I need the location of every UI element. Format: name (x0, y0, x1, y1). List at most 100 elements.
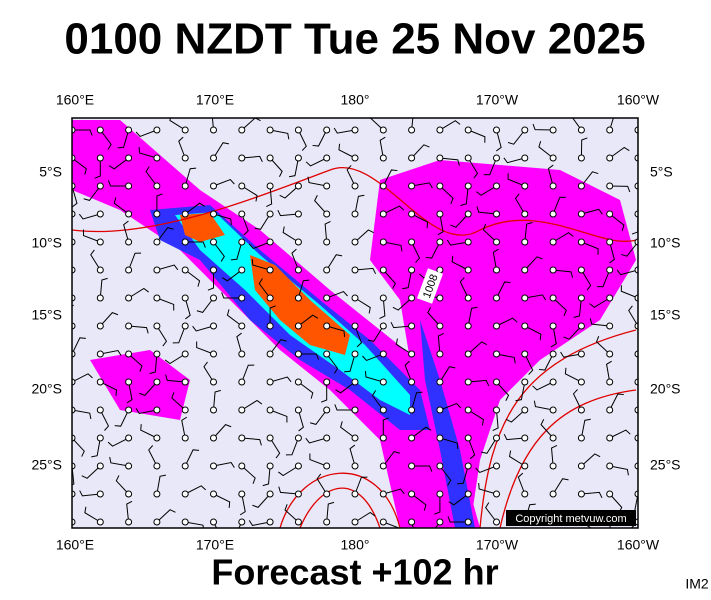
wind-barb (309, 453, 327, 467)
wind-barb (367, 325, 384, 342)
wind-barb (284, 504, 299, 523)
wind-barb (411, 118, 414, 131)
station (238, 490, 246, 498)
station (606, 210, 614, 218)
wind-barb (241, 399, 263, 411)
wind-barb (241, 364, 255, 383)
wind-barb (213, 493, 231, 508)
station (96, 294, 104, 302)
station (294, 126, 302, 134)
lon-label: 160°W (617, 92, 660, 108)
wind-barb (123, 220, 130, 243)
wind-barb (609, 213, 625, 231)
wind-barb (269, 376, 292, 383)
wind-barb (364, 371, 384, 383)
wind-barb (382, 169, 398, 187)
wind-barb (637, 438, 638, 439)
station (577, 294, 585, 302)
wind-barb (326, 254, 343, 271)
station (96, 182, 104, 190)
station (238, 210, 246, 218)
station (493, 182, 500, 190)
wind-barb (72, 373, 93, 383)
wind-barb (241, 437, 262, 446)
wind-barb (165, 374, 186, 383)
wind-barb (459, 277, 469, 299)
wind-barb (482, 223, 497, 243)
wind-barb (278, 465, 299, 477)
wind-barb (307, 176, 327, 187)
station (577, 462, 585, 470)
wind-barb (266, 185, 273, 208)
wind-barb (107, 437, 129, 447)
station (323, 518, 331, 526)
station (577, 434, 585, 442)
precip-core (420, 320, 475, 528)
station (577, 322, 585, 330)
station (125, 490, 133, 498)
wind-barb (354, 325, 363, 348)
wind-barb (382, 417, 390, 438)
station (210, 266, 217, 274)
station (294, 350, 302, 358)
wind-barb (616, 269, 638, 276)
station (379, 294, 387, 302)
station (266, 518, 274, 526)
station (266, 238, 274, 246)
wind-barb (478, 483, 497, 495)
wind-barb (185, 241, 206, 248)
wind-barb (269, 305, 276, 326)
wind-barb (620, 285, 638, 299)
station (351, 182, 359, 190)
station (464, 182, 472, 190)
station (323, 154, 331, 162)
station (323, 182, 331, 190)
station (323, 490, 331, 498)
wind-barb (538, 353, 554, 371)
station (493, 266, 500, 274)
lat-label: 20°S (650, 381, 681, 397)
station (294, 210, 302, 218)
wind-barb (181, 416, 188, 439)
wind-barb (156, 474, 167, 495)
wind-barb (335, 381, 356, 394)
wind-barb (156, 227, 174, 243)
wind-barb (589, 297, 610, 308)
lon-label: 160°E (56, 92, 94, 108)
wind-barb (184, 167, 197, 187)
station (238, 126, 246, 134)
wind-barb (524, 325, 542, 341)
wind-barb (560, 351, 582, 358)
station (549, 350, 557, 358)
station (294, 406, 302, 414)
station (408, 238, 416, 246)
wind-barb (309, 409, 328, 425)
station (606, 462, 614, 470)
wind-barb (241, 465, 256, 484)
wind-barb (196, 341, 214, 355)
station (153, 266, 161, 274)
station (351, 434, 359, 442)
station (323, 322, 331, 330)
wind-barb (99, 312, 119, 327)
wind-barb (326, 290, 348, 299)
station (464, 350, 472, 358)
station (436, 462, 444, 470)
wind-barb (285, 437, 299, 456)
station (464, 294, 472, 302)
station (181, 322, 189, 330)
station (379, 378, 387, 386)
wind-barb (609, 241, 615, 264)
wind-barb (468, 129, 486, 143)
station (294, 182, 302, 190)
station (464, 126, 472, 134)
station (549, 322, 557, 330)
wind-barb (312, 129, 328, 147)
station (181, 182, 189, 190)
wind-barb (573, 297, 582, 318)
station (125, 126, 133, 134)
wind-barb (282, 226, 299, 243)
wind-barb (411, 391, 423, 411)
station (379, 238, 387, 246)
station (323, 406, 331, 414)
